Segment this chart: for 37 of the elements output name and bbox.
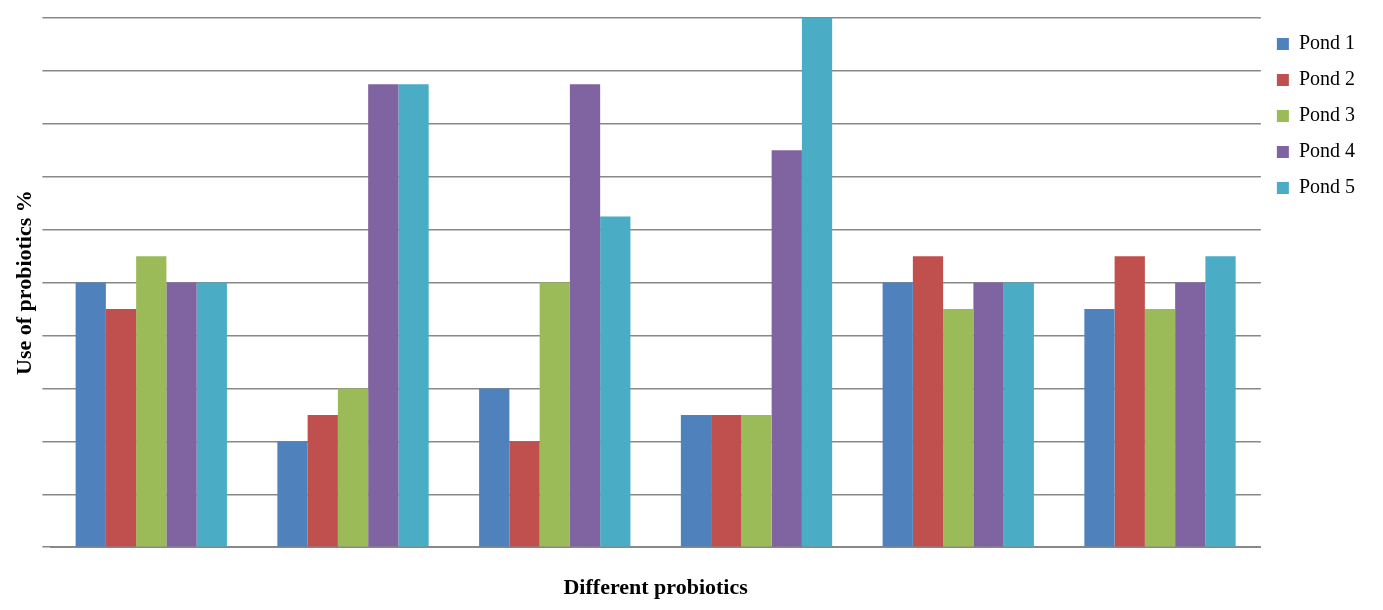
bar [569, 84, 601, 547]
bar [711, 414, 742, 547]
bar [741, 414, 772, 547]
bar [1114, 256, 1145, 547]
bar [912, 256, 944, 547]
x-axis-title: Different probiotics [563, 574, 749, 600]
bar [509, 441, 540, 547]
legend-label: Pond 3 [1298, 103, 1355, 126]
bar [398, 84, 429, 547]
bar [368, 84, 399, 547]
bar [479, 388, 510, 547]
legend-label: Pond 5 [1298, 175, 1355, 198]
bar [680, 414, 712, 547]
bar [973, 282, 1004, 547]
legend-label: Pond 4 [1298, 139, 1355, 162]
bar [600, 216, 631, 547]
bar [196, 282, 227, 547]
bar [1205, 256, 1236, 547]
bar [307, 414, 338, 547]
bar [166, 282, 197, 547]
bar [1003, 282, 1034, 547]
bar [801, 18, 833, 547]
bar [1144, 309, 1176, 547]
bar [337, 388, 369, 547]
bar [539, 282, 570, 547]
bar [136, 256, 167, 547]
bar [75, 282, 106, 547]
bar [105, 309, 137, 547]
bar [943, 309, 974, 547]
legend-label: Pond 1 [1298, 31, 1355, 54]
bar [277, 441, 308, 547]
bar [1175, 282, 1206, 547]
bar [882, 282, 913, 547]
bar [1084, 309, 1115, 547]
y-axis-title: Use of probiotics % [10, 190, 36, 375]
legend-label: Pond 2 [1298, 67, 1355, 90]
bar [771, 150, 802, 547]
